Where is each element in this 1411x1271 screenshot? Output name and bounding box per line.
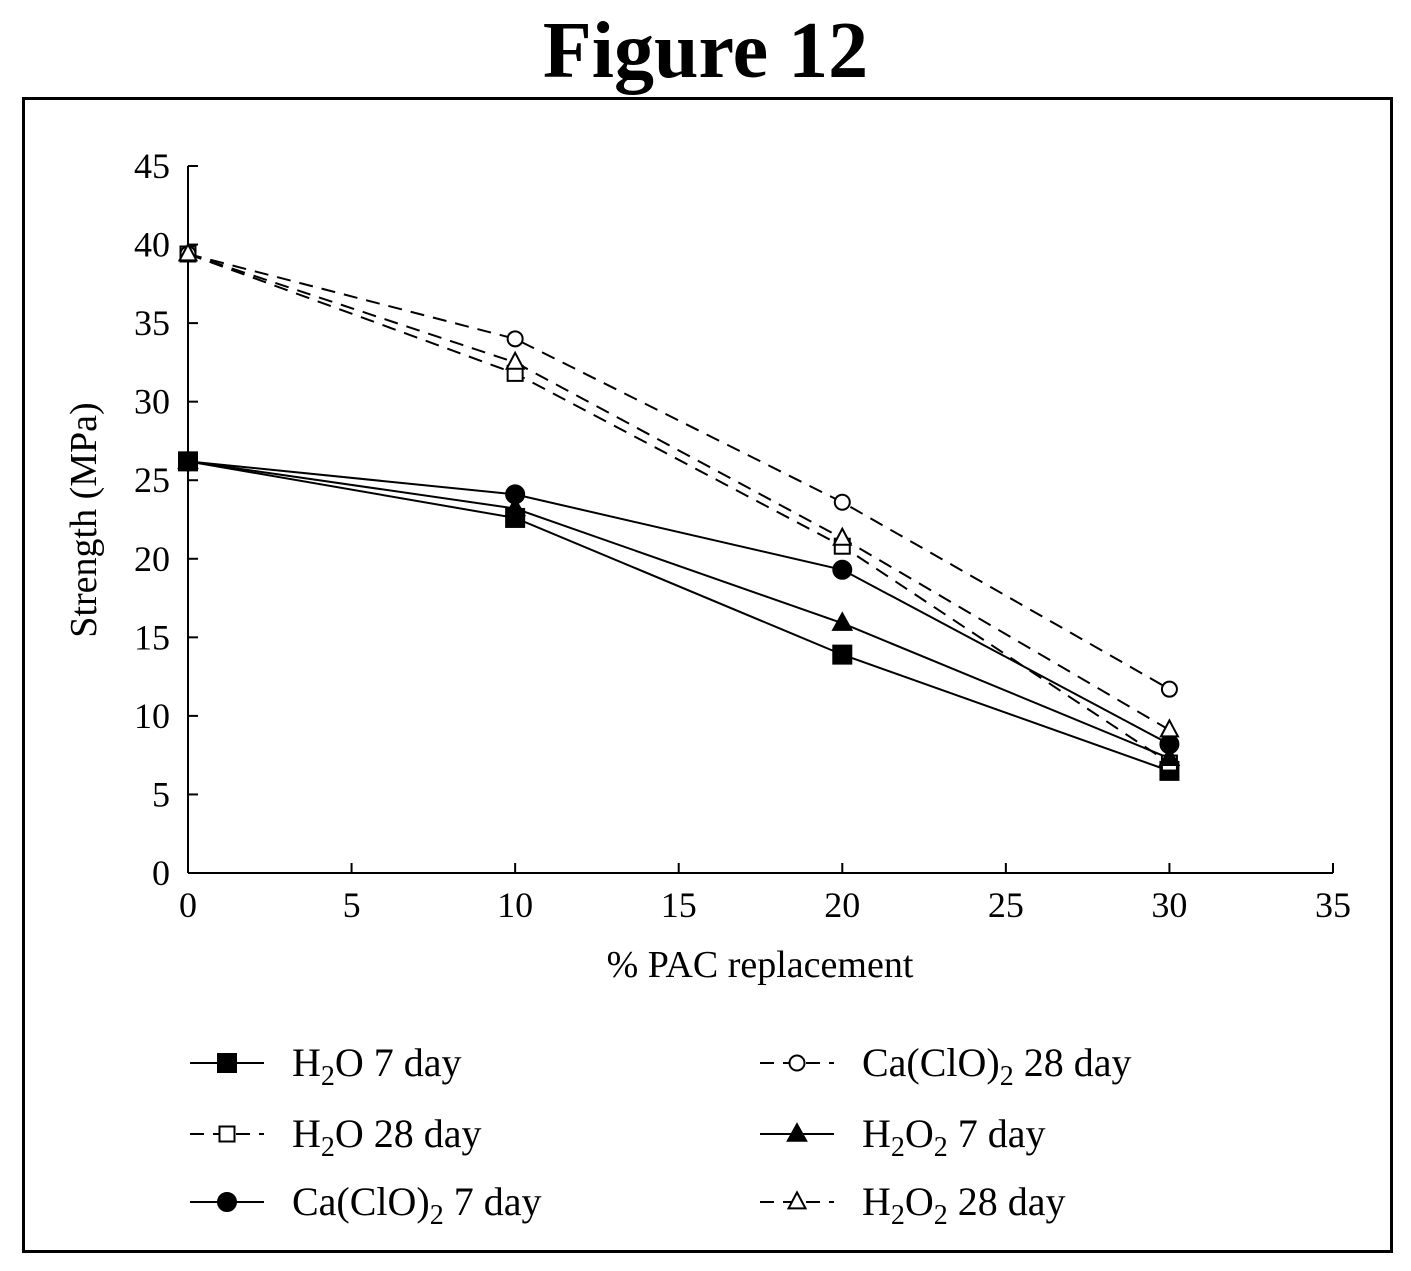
y-tick-label: 30 (134, 382, 170, 422)
y-tick-label: 10 (134, 696, 170, 736)
y-tick-label: 0 (152, 853, 170, 893)
data-point-marker (504, 496, 526, 517)
legend-label-part: O (905, 1111, 934, 1156)
legend-label-part: O (905, 1179, 934, 1224)
legend-marker (786, 1190, 808, 1210)
legend-label-part: 7 day (364, 1040, 462, 1085)
series-markers (177, 242, 1181, 781)
legend-marker (218, 1125, 236, 1143)
legend-label-part: H (292, 1111, 321, 1156)
x-axis-title: % PAC replacement (607, 944, 914, 986)
legend-label-part: 28 day (364, 1111, 482, 1156)
legend-label-part: H (862, 1111, 891, 1156)
series-line (187, 253, 1170, 731)
legend-label-part: Ca(ClO) (862, 1040, 1000, 1085)
data-point-marker (832, 526, 853, 546)
data-point-marker (177, 242, 199, 262)
legend-label-subscript: 2 (430, 1200, 444, 1231)
data-point-marker (1158, 746, 1181, 767)
y-tick-label: 5 (152, 774, 170, 814)
y-ticks: 0 5 10 15 20 25 30 35 40 45 (134, 146, 198, 893)
legend-marker (217, 1053, 237, 1073)
legend-label-part: 7 day (948, 1111, 1046, 1156)
legend-label-part: O (335, 1040, 364, 1085)
legend-label-subscript: 2 (1000, 1061, 1014, 1092)
y-tick-label: 45 (134, 146, 170, 186)
data-point-marker (832, 644, 853, 665)
legend-item: H2O2 7 day (760, 1111, 1046, 1163)
y-tick-label: 25 (134, 460, 170, 500)
legend-marker (786, 1122, 808, 1142)
x-tick-label: 0 (179, 885, 197, 925)
data-point-marker (833, 493, 851, 511)
legend-label: H2O 7 day (292, 1040, 462, 1092)
series-line (187, 253, 1170, 764)
series-line (187, 253, 1170, 691)
legend-label-part: H (292, 1040, 321, 1085)
legend-marker (788, 1054, 806, 1072)
figure-title: Figure 12 (542, 7, 869, 95)
legend-item: Ca(ClO)2 7 day (190, 1179, 542, 1231)
legend-label-part: 7 day (444, 1179, 542, 1224)
legend-label-subscript: 2 (321, 1061, 335, 1092)
data-point-marker (504, 350, 526, 370)
y-tick-label: 15 (134, 617, 170, 657)
legend-label: H2O2 7 day (862, 1111, 1046, 1163)
x-tick-label: 30 (1151, 885, 1187, 925)
x-ticks: 0 5 10 15 20 25 30 35 (179, 863, 1351, 925)
legend-label-subscript: 2 (934, 1132, 948, 1163)
legend-label-part: 28 day (1014, 1040, 1132, 1085)
x-tick-label: 10 (497, 885, 533, 925)
legend-item: H2O2 28 day (760, 1179, 1066, 1231)
legend-label-part: H (862, 1179, 891, 1224)
series-line (187, 460, 1170, 760)
legend-label-subscript: 2 (934, 1200, 948, 1231)
data-point-marker (177, 449, 199, 470)
axes: 0 5 10 15 20 25 30 35 0 5 10 15 20 25 30 35 40 45 (134, 146, 1351, 925)
legend-label-subscript: 2 (891, 1200, 905, 1231)
x-tick-label: 15 (661, 885, 697, 925)
series-line (187, 460, 1170, 772)
data-point-marker (832, 559, 853, 580)
legend-label-part: O (335, 1111, 364, 1156)
x-tick-label: 35 (1315, 885, 1351, 925)
chart-frame (22, 97, 1393, 1253)
y-axis-title: Strength (MPa) (63, 402, 105, 637)
legend-marker (217, 1192, 237, 1212)
legend-label-part: Ca(ClO) (292, 1179, 430, 1224)
series-lines (187, 253, 1170, 772)
x-tick-label: 25 (988, 885, 1024, 925)
data-point-marker (506, 330, 524, 348)
legend-label: H2O2 28 day (862, 1179, 1066, 1231)
legend-item: Ca(ClO)2 28 day (760, 1040, 1132, 1092)
data-point-marker (831, 611, 854, 631)
legend-label-subscript: 2 (891, 1132, 905, 1163)
legend-item: H2O 7 day (190, 1040, 462, 1092)
y-tick-label: 35 (134, 303, 170, 343)
legend-label: H2O 28 day (292, 1111, 482, 1163)
series-line (187, 460, 1170, 746)
y-tick-label: 20 (134, 539, 170, 579)
x-tick-label: 20 (824, 885, 860, 925)
legend-label: Ca(ClO)2 28 day (862, 1040, 1132, 1092)
legend-item: H2O 28 day (190, 1111, 482, 1163)
data-point-marker (1160, 680, 1178, 698)
legend-label-part: 28 day (948, 1179, 1066, 1224)
data-point-marker (1159, 718, 1180, 738)
y-tick-label: 40 (134, 225, 170, 265)
x-tick-label: 5 (343, 885, 361, 925)
legend-label: Ca(ClO)2 7 day (292, 1179, 542, 1231)
legend-label-subscript: 2 (321, 1132, 335, 1163)
